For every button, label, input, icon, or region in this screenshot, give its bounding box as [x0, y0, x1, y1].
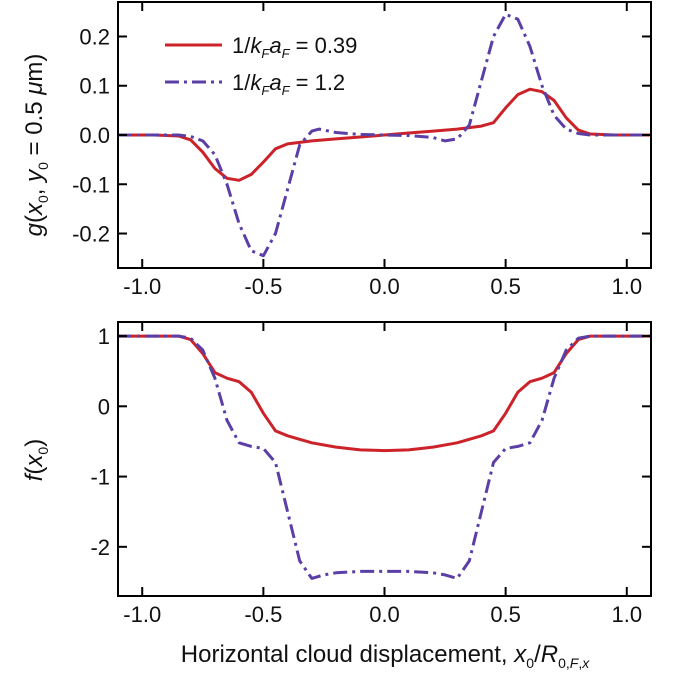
x-axis-label: Horizontal cloud displacement, x0/R0,F,x [181, 641, 590, 671]
top-y-tick-label: 0.2 [79, 24, 110, 49]
top-ticks: -1.0 -0.5 0.0 0.5 1.0 0.2 0.1 0.0 -0.1 -0.2 [72, 2, 651, 299]
top-x-tick-label: -1.0 [123, 274, 161, 299]
top-x-tick-label: -0.5 [244, 274, 282, 299]
bottom-y-tick-label: 0 [98, 394, 110, 419]
bottom-ticks: -1.0 -0.5 0.0 0.5 1.0 1 0 -1 -2 [90, 322, 651, 627]
bottom-x-tick-label: 0.5 [490, 602, 521, 627]
top-x-tick-label: 1.0 [611, 274, 642, 299]
bottom-y-tick-label: -2 [90, 535, 110, 560]
bottom-y-tick-label: 1 [98, 324, 110, 349]
top-series-line-1 [118, 89, 651, 180]
top-y-tick-label: -0.1 [72, 172, 110, 197]
top-y-tick-label: 0.0 [79, 123, 110, 148]
bottom-series-line-2 [118, 336, 651, 578]
top-panel: -1.0 -0.5 0.0 0.5 1.0 0.2 0.1 0.0 -0.1 -0.2 1/kFa… [21, 2, 651, 299]
bottom-y-axis-label: f(x0) [21, 439, 51, 481]
top-y-tick-label: 0.1 [79, 74, 110, 99]
bottom-series-group [118, 336, 651, 578]
bottom-x-tick-label: 0.0 [369, 602, 400, 627]
top-series-group [118, 14, 651, 255]
bottom-panel: -1.0 -0.5 0.0 0.5 1.0 1 0 -1 -2 f(x0) Horizontal… [21, 322, 651, 671]
bottom-x-tick-label: 1.0 [611, 602, 642, 627]
legend-label-series-1: 1/kFaF = 0.39 [232, 33, 357, 61]
bottom-panel-frame [118, 322, 651, 596]
legend-label-series-2: 1/kFaF = 1.2 [232, 70, 345, 98]
bottom-y-tick-label: -1 [90, 465, 110, 490]
top-y-axis-label: g(x0, y0 = 0.5 μm) [21, 54, 51, 237]
top-y-tick-label: -0.2 [72, 222, 110, 247]
legend-value-series-1: = 0.39 [290, 33, 358, 58]
bottom-x-tick-label: -1.0 [123, 602, 161, 627]
legend-value-series-2: = 1.2 [290, 70, 346, 95]
top-x-tick-label: 0.5 [490, 274, 521, 299]
top-x-tick-label: 0.0 [369, 274, 400, 299]
bottom-series-line-1 [118, 336, 651, 451]
legend: 1/kFaF = 0.39 1/kFaF = 1.2 [165, 33, 357, 98]
bottom-x-tick-label: -0.5 [244, 602, 282, 627]
